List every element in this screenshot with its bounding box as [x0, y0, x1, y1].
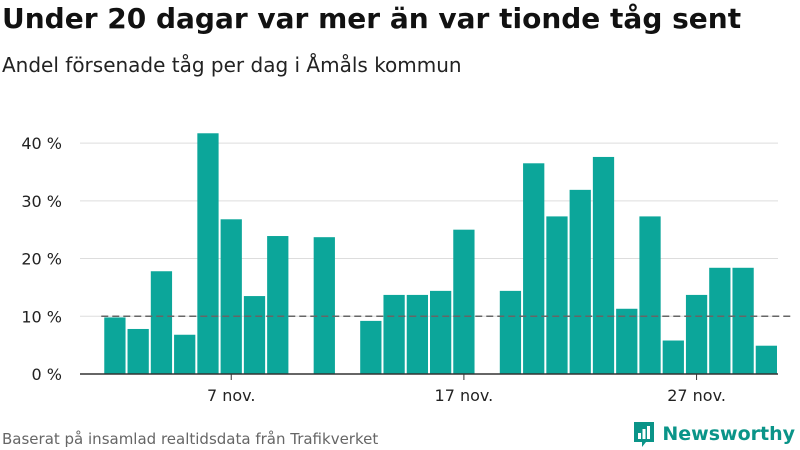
bar: [313, 237, 335, 374]
bar: [150, 271, 173, 374]
bar: [267, 236, 289, 374]
x-tick-label: 27 nov.: [667, 386, 726, 405]
bar: [709, 267, 731, 374]
bar: [639, 216, 661, 374]
bar-chart: 0 % 10 % 20 % 30 % 40 % 7 nov. 17 nov. 27 nov.: [21, 133, 794, 405]
bar: [685, 294, 708, 374]
y-tick-label: 0 %: [32, 365, 62, 384]
brand: Newsworthy: [632, 420, 795, 448]
bar: [732, 267, 754, 374]
bar: [755, 345, 777, 374]
chart-subtitle: Andel försenade tåg per dag i Åmåls komm…: [2, 53, 462, 77]
bar: [569, 189, 591, 374]
brand-name: Newsworthy: [662, 423, 795, 445]
bar: [127, 328, 149, 374]
bar: [453, 229, 475, 374]
source-note: Baserat på insamlad realtidsdata från Tr…: [2, 430, 379, 448]
y-tick-label: 20 %: [21, 250, 62, 269]
bar: [616, 308, 638, 374]
bar: [406, 294, 428, 374]
bar: [499, 290, 522, 374]
bar: [197, 133, 219, 374]
bar: [383, 294, 405, 374]
y-tick-label: 10 %: [21, 307, 62, 326]
bar: [592, 156, 615, 374]
bar: [662, 340, 684, 374]
y-tick-label: 40 %: [21, 134, 62, 153]
bar: [174, 334, 196, 374]
bar: [430, 290, 452, 374]
bar: [546, 216, 568, 374]
bar: [360, 320, 382, 374]
bar: [243, 296, 266, 374]
chart-title: Under 20 dagar var mer än var tionde tåg…: [2, 2, 742, 35]
bar: [220, 219, 242, 374]
y-tick-label: 30 %: [21, 192, 62, 211]
bar: [523, 163, 545, 374]
x-tick-label: 7 nov.: [207, 386, 256, 405]
bar: [104, 317, 126, 374]
newsworthy-logo-icon: [634, 422, 655, 447]
x-tick-label: 17 nov.: [435, 386, 494, 405]
